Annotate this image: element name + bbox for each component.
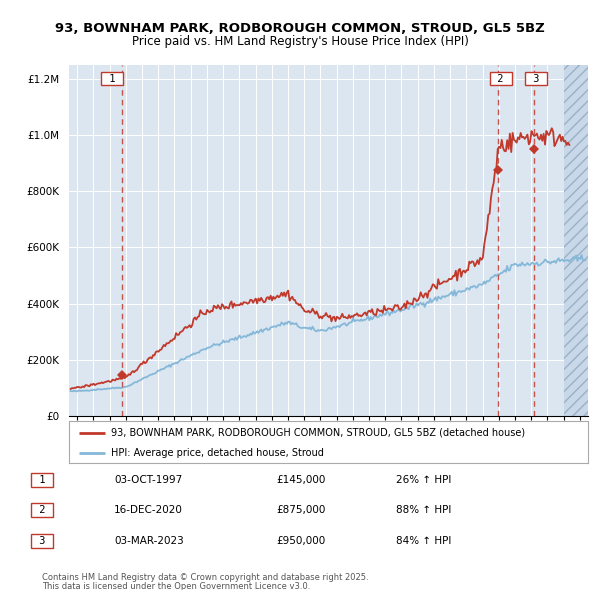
Text: Contains HM Land Registry data © Crown copyright and database right 2025.: Contains HM Land Registry data © Crown c…: [42, 573, 368, 582]
Text: 88% ↑ HPI: 88% ↑ HPI: [396, 506, 451, 515]
Text: 2: 2: [32, 506, 52, 515]
Text: 84% ↑ HPI: 84% ↑ HPI: [396, 536, 451, 546]
Text: 93, BOWNHAM PARK, RODBOROUGH COMMON, STROUD, GL5 5BZ (detached house): 93, BOWNHAM PARK, RODBOROUGH COMMON, STR…: [110, 428, 524, 438]
Text: 1: 1: [103, 74, 121, 84]
Text: 93, BOWNHAM PARK, RODBOROUGH COMMON, STROUD, GL5 5BZ: 93, BOWNHAM PARK, RODBOROUGH COMMON, STR…: [55, 22, 545, 35]
Text: £950,000: £950,000: [276, 536, 325, 546]
Text: 16-DEC-2020: 16-DEC-2020: [114, 506, 183, 515]
Text: 2: 2: [491, 74, 510, 84]
Text: HPI: Average price, detached house, Stroud: HPI: Average price, detached house, Stro…: [110, 448, 323, 457]
Text: 03-OCT-1997: 03-OCT-1997: [114, 475, 182, 484]
Text: This data is licensed under the Open Government Licence v3.0.: This data is licensed under the Open Gov…: [42, 582, 310, 590]
Text: 3: 3: [32, 536, 52, 546]
Text: 26% ↑ HPI: 26% ↑ HPI: [396, 475, 451, 484]
Text: 03-MAR-2023: 03-MAR-2023: [114, 536, 184, 546]
Text: £145,000: £145,000: [276, 475, 325, 484]
Bar: [563, 65, 588, 416]
Text: 3: 3: [527, 74, 546, 84]
Text: £875,000: £875,000: [276, 506, 325, 515]
Text: Price paid vs. HM Land Registry's House Price Index (HPI): Price paid vs. HM Land Registry's House …: [131, 35, 469, 48]
Text: 1: 1: [32, 475, 52, 484]
